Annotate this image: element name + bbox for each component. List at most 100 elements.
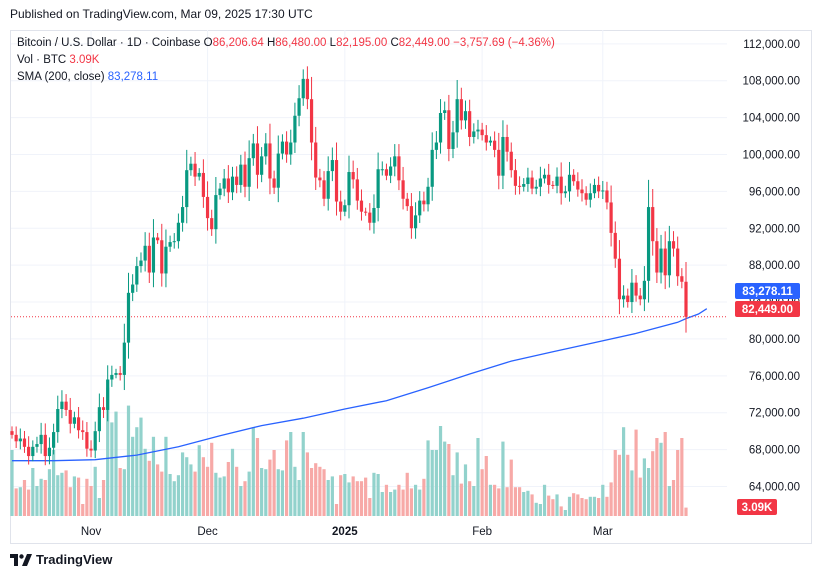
candle[interactable] — [280, 141, 285, 154]
candle[interactable] — [347, 172, 351, 206]
candle[interactable] — [64, 401, 68, 410]
candle[interactable] — [339, 201, 343, 212]
candle[interactable] — [663, 248, 667, 276]
candle[interactable] — [646, 207, 651, 281]
candle[interactable] — [567, 174, 572, 192]
candle[interactable] — [409, 206, 414, 229]
candle[interactable] — [376, 169, 380, 208]
candle[interactable] — [389, 166, 393, 176]
candle[interactable] — [605, 190, 609, 203]
candle[interactable] — [68, 409, 72, 424]
candle[interactable] — [364, 211, 368, 213]
candle[interactable] — [72, 417, 77, 424]
candle[interactable] — [214, 195, 218, 230]
candle[interactable] — [52, 432, 56, 448]
candle[interactable] — [268, 143, 272, 179]
candle[interactable] — [621, 295, 626, 300]
candle[interactable] — [351, 172, 355, 180]
candle[interactable] — [472, 131, 476, 137]
candle[interactable] — [76, 417, 81, 431]
candle[interactable] — [597, 184, 601, 192]
candle[interactable] — [255, 143, 260, 175]
sma-label[interactable]: SMA (200, close) — [17, 71, 105, 83]
candle[interactable] — [509, 151, 513, 171]
candle[interactable] — [505, 136, 509, 152]
candle[interactable] — [251, 143, 255, 159]
candle[interactable] — [272, 178, 276, 188]
candle[interactable] — [684, 281, 688, 317]
candle[interactable] — [455, 99, 459, 133]
symbol-name[interactable]: Bitcoin / U.S. Dollar · 1D · Coinbase — [17, 37, 201, 49]
candle[interactable] — [293, 115, 297, 143]
candle[interactable] — [609, 202, 613, 233]
candle[interactable] — [476, 129, 480, 132]
candle[interactable] — [484, 135, 488, 143]
candle[interactable] — [397, 156, 401, 181]
candle[interactable] — [368, 212, 372, 223]
candle[interactable] — [438, 112, 443, 143]
candle[interactable] — [555, 176, 559, 186]
candle[interactable] — [538, 178, 542, 187]
candle[interactable] — [97, 407, 101, 432]
candle[interactable] — [193, 163, 197, 177]
tradingview-brand[interactable]: TradingView — [36, 552, 113, 567]
candle[interactable] — [264, 143, 268, 157]
candle[interactable] — [164, 246, 168, 274]
candle[interactable] — [230, 176, 235, 193]
candle[interactable] — [638, 295, 642, 300]
candle[interactable] — [81, 430, 85, 433]
candle[interactable] — [422, 200, 426, 205]
candle[interactable] — [185, 170, 189, 208]
candle[interactable] — [534, 186, 538, 189]
candle[interactable] — [189, 163, 193, 171]
candle[interactable] — [451, 132, 455, 149]
candle[interactable] — [10, 431, 14, 435]
candle[interactable] — [276, 153, 280, 188]
candle[interactable] — [31, 446, 35, 457]
candle[interactable] — [243, 164, 247, 187]
candle[interactable] — [301, 78, 305, 99]
candle[interactable] — [676, 248, 680, 277]
candle[interactable] — [160, 240, 164, 274]
candle[interactable] — [655, 241, 659, 273]
candle[interactable] — [592, 184, 597, 194]
candle[interactable] — [572, 174, 576, 182]
candle[interactable] — [334, 160, 339, 202]
candle[interactable] — [488, 140, 493, 143]
candle[interactable] — [359, 200, 364, 212]
candle[interactable] — [305, 78, 309, 100]
candle[interactable] — [542, 174, 547, 179]
candle[interactable] — [588, 193, 592, 200]
candle[interactable] — [447, 110, 451, 149]
candle[interactable] — [430, 149, 434, 187]
candle[interactable] — [517, 185, 522, 187]
candle[interactable] — [667, 241, 671, 276]
candle[interactable] — [418, 200, 422, 216]
candle[interactable] — [480, 129, 484, 136]
candle[interactable] — [651, 207, 655, 242]
candle[interactable] — [330, 160, 334, 172]
candle[interactable] — [210, 218, 214, 230]
candle[interactable] — [114, 373, 118, 375]
candle[interactable] — [176, 222, 181, 242]
candle[interactable] — [60, 401, 64, 410]
candle[interactable] — [318, 177, 322, 181]
candle[interactable] — [642, 280, 646, 300]
candle[interactable] — [563, 191, 567, 194]
candle[interactable] — [151, 237, 156, 273]
candle[interactable] — [551, 184, 555, 186]
candle[interactable] — [617, 258, 622, 300]
candle[interactable] — [559, 176, 563, 194]
candle[interactable] — [513, 170, 518, 186]
candle[interactable] — [284, 141, 289, 155]
candle[interactable] — [43, 434, 47, 457]
candle[interactable] — [343, 205, 347, 212]
candle[interactable] — [355, 179, 359, 201]
candle[interactable] — [156, 237, 160, 241]
candle[interactable] — [126, 292, 131, 343]
candle[interactable] — [27, 446, 31, 457]
candle[interactable] — [372, 207, 376, 223]
candle[interactable] — [35, 444, 39, 447]
candle[interactable] — [671, 241, 676, 249]
